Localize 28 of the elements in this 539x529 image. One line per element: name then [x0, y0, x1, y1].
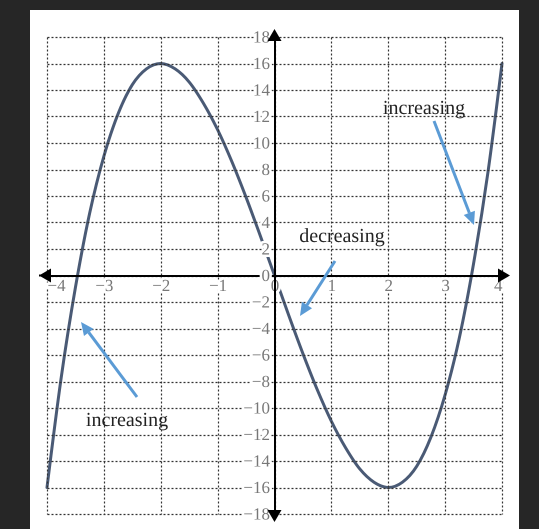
y-tick-label: −18 [243, 504, 270, 524]
x-tick-label: 1 [328, 276, 336, 295]
y-tick-label: −8 [252, 372, 270, 391]
y-tick-label: −4 [252, 319, 270, 338]
y-tick-label: 12 [253, 107, 270, 126]
x-tick-label: −3 [95, 276, 114, 295]
y-tick-label: −12 [243, 425, 270, 444]
y-tick-label: 4 [262, 213, 270, 232]
y-tick-label: 2 [262, 240, 270, 258]
y-tick-label: −2 [252, 292, 270, 312]
y-tick-label: 14 [253, 80, 270, 100]
y-tick-label: 16 [253, 54, 270, 73]
y-tick-label: 10 [253, 134, 270, 152]
y-tick-label: 8 [262, 160, 270, 179]
y-tick-label: −6 [252, 346, 270, 364]
x-tick-label: −4 [48, 276, 66, 295]
annotation: increasing [86, 409, 168, 431]
x-tick-label: −1 [209, 276, 228, 295]
annotation: decreasing [299, 225, 385, 247]
y-tick-label: −10 [243, 398, 270, 418]
y-tick-label: −16 [243, 478, 270, 497]
y-tick-label: −14 [243, 452, 270, 470]
x-tick-label: 2 [384, 276, 393, 295]
x-tick-label: −2 [152, 276, 170, 295]
x-tick-label: 3 [441, 276, 450, 295]
annotation: increasing [382, 97, 466, 119]
y-tick-label: 18 [253, 28, 270, 46]
y-tick-label: 6 [262, 186, 270, 206]
